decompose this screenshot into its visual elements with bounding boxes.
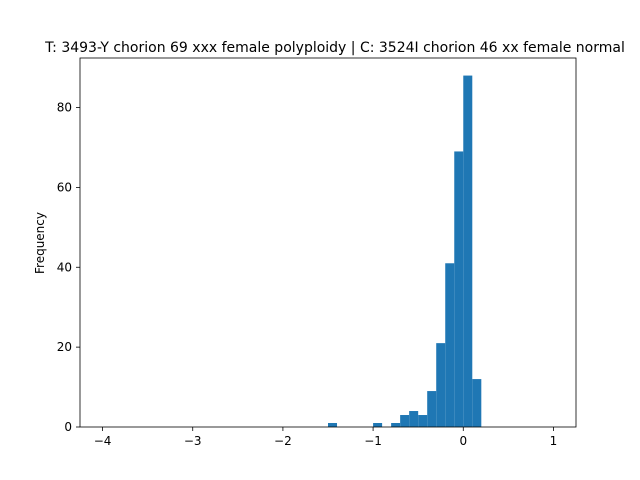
histogram-bar [454,151,464,427]
x-tick-label: 1 [550,434,558,448]
x-tick-label: −2 [274,434,292,448]
histogram-bar [418,415,428,427]
bars-group [328,75,482,428]
histogram-bar [409,411,419,427]
y-tick-label: 80 [57,101,72,115]
y-axis-ticks: 0 20 40 60 80 [57,101,80,434]
plot-frame [79,57,577,428]
histogram-bar [328,423,338,427]
x-axis-ticks: −4 −3 −2 −1 0 1 [94,427,558,448]
x-tick-label: 0 [459,434,467,448]
histogram-bar [427,391,437,427]
histogram-bar [463,75,473,428]
x-tick-label: −1 [364,434,382,448]
histogram-bar [445,263,455,427]
histogram-bar [472,379,482,427]
histogram-bar [391,423,401,427]
x-tick-label: −3 [184,434,202,448]
histogram-bar [400,415,410,427]
y-tick-label: 40 [57,260,72,274]
histogram-bar [373,423,383,427]
histogram-bar [436,343,446,427]
y-tick-label: 60 [57,180,72,194]
y-tick-label: 0 [64,420,72,434]
y-tick-label: 20 [57,340,72,354]
y-axis-label: Frequency [33,212,47,274]
x-tick-label: −4 [94,434,112,448]
chart-title: T: 3493-Y chorion 69 xxx female polyploi… [44,40,625,56]
